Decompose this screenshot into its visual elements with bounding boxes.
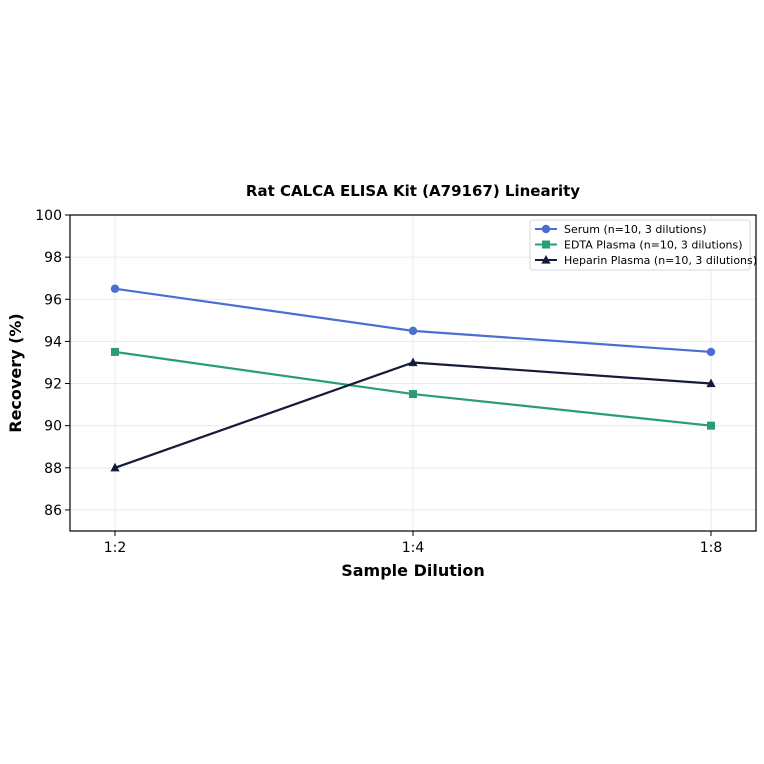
x-tick-label: 1:4 (402, 540, 425, 556)
series-2 (110, 357, 716, 472)
legend-label: Heparin Plasma (n=10, 3 dilutions) (564, 254, 757, 267)
legend-marker (541, 224, 551, 234)
series-1 (111, 347, 715, 430)
y-tick-label: 86 (44, 503, 62, 519)
y-axis: 86 88 90 92 94 96 98 100 (35, 208, 70, 519)
data-point (408, 326, 418, 336)
y-axis-label: Recovery (%) (6, 313, 25, 432)
chart-title: Rat CALCA ELISA Kit (A79167) Linearity (246, 182, 580, 200)
x-axis: 1:2 1:4 1:8 (104, 531, 723, 556)
data-point (110, 284, 120, 293)
x-tick-label: 1:2 (104, 540, 127, 556)
data-point (706, 347, 716, 357)
x-tick-label: 1:8 (700, 540, 723, 556)
data-point (408, 357, 418, 367)
legend-marker (541, 255, 551, 264)
y-tick-label: 98 (44, 250, 62, 266)
legend-item: EDTA Plasma (n=10, 3 dilutions) (535, 239, 743, 252)
legend-box (529, 219, 751, 271)
y-tick-label: 90 (44, 419, 62, 435)
data-point (706, 378, 716, 388)
y-tick-label: 88 (44, 461, 62, 477)
series-0 (110, 284, 716, 357)
data-point (110, 462, 120, 472)
data-point (409, 390, 417, 399)
x-axis-label: Sample Dilution (341, 561, 485, 580)
legend-label: EDTA Plasma (n=10, 3 dilutions) (564, 239, 743, 252)
y-tick-label: 96 (44, 292, 62, 308)
data-point (111, 347, 119, 356)
legend: Serum (n=10, 3 dilutions) EDTA Plasma (n=… (529, 219, 757, 271)
legend-label: Serum (n=10, 3 dilutions) (564, 223, 707, 236)
legend-item: Heparin Plasma (n=10, 3 dilutions) (535, 254, 757, 267)
data-point (707, 421, 715, 430)
y-tick-label: 92 (44, 377, 62, 393)
series-lines (110, 284, 716, 472)
legend-marker (542, 240, 550, 249)
y-tick-label: 100 (35, 208, 62, 224)
y-tick-label: 94 (44, 334, 62, 350)
legend-item: Serum (n=10, 3 dilutions) (535, 223, 707, 236)
